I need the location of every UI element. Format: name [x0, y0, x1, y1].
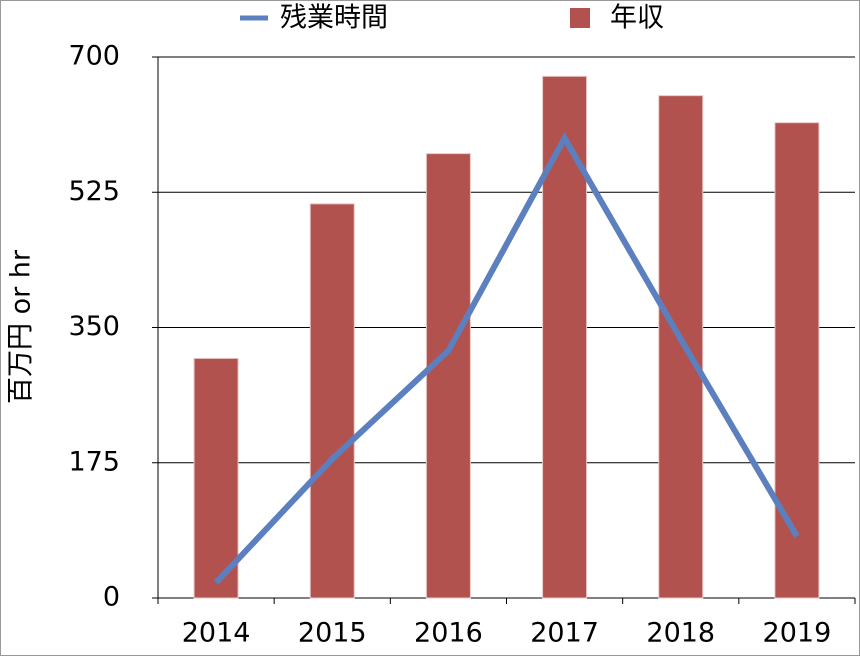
x-tick-label: 2017 [530, 618, 599, 649]
bar [774, 122, 820, 599]
bar [425, 153, 471, 599]
bar [542, 75, 588, 599]
y-axis-label: 百万円 or hr [6, 249, 37, 404]
legend-swatch [570, 8, 590, 28]
bar [193, 357, 239, 599]
x-tick-label: 2018 [646, 618, 715, 649]
y-tick-label: 525 [68, 176, 120, 207]
x-tick-label: 2015 [298, 618, 367, 649]
bar [309, 203, 355, 599]
y-tick-label: 0 [103, 582, 120, 613]
y-tick-label: 350 [68, 311, 120, 342]
x-tick-label: 2014 [182, 618, 251, 649]
x-tick-label: 2016 [414, 618, 483, 649]
line [213, 132, 800, 585]
legend-label: 残業時間 [280, 3, 388, 34]
y-tick-label: 175 [68, 446, 120, 477]
y-tick-label: 700 [68, 41, 120, 72]
legend-label: 年収 [610, 3, 664, 34]
bar [658, 95, 704, 599]
x-tick-label: 2019 [763, 618, 832, 649]
